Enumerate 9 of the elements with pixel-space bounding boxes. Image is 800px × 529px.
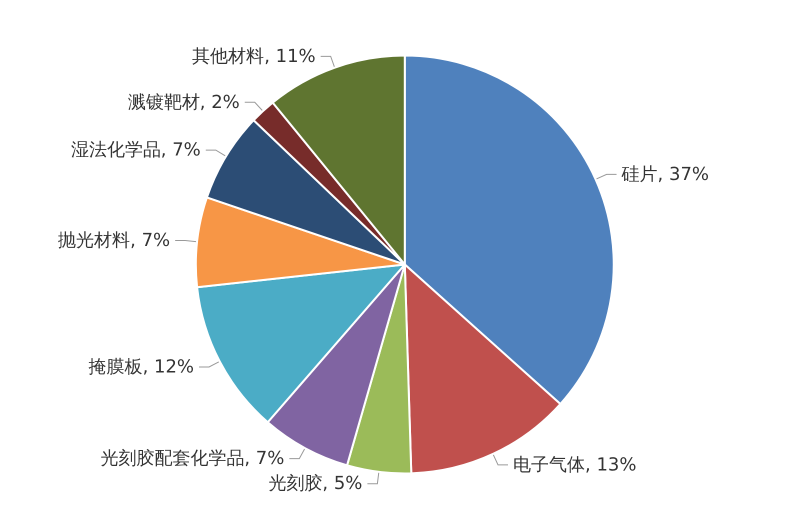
slice-label: 电子气体, 13% xyxy=(513,454,636,476)
slice-label: 溅镀靶材, 2% xyxy=(128,92,240,113)
slice-label: 其他材料, 11% xyxy=(192,46,316,67)
slice-label: 抛光材料, 7% xyxy=(58,230,170,251)
slice-label: 硅片, 37% xyxy=(620,164,710,185)
slice-label: 掩膜板, 12% xyxy=(88,356,194,378)
slice-label: 光刻胶配套化学品, 7% xyxy=(100,448,284,470)
slice-label: 光刻胶, 5% xyxy=(268,473,362,494)
slice-label: 湿法化学品, 7% xyxy=(70,140,201,161)
